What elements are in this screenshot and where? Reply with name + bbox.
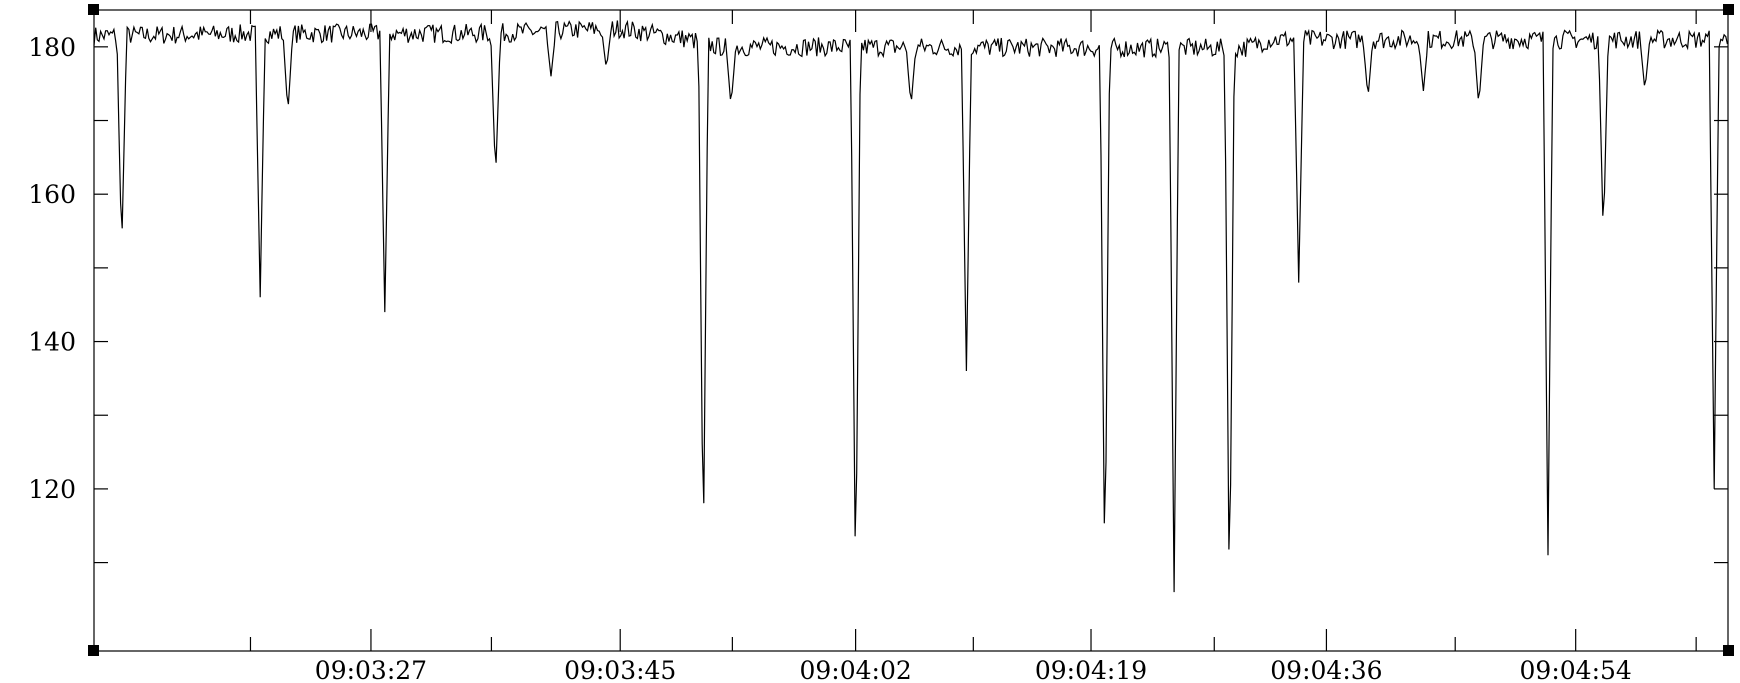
- x-axis: 09:03:27 09:03:45 09:04:02 09:04:19 09:04:36…: [249, 10, 1697, 683]
- y-axis: 120 140 160 180: [28, 33, 1728, 564]
- y-tick-label: 120: [28, 475, 76, 504]
- y-tick-label: 160: [28, 180, 76, 209]
- x-tick-label: 09:04:54: [1520, 656, 1632, 683]
- frame-corner-top-left: [88, 4, 99, 15]
- x-tick-label: 09:04:19: [1035, 656, 1147, 683]
- frame-corner-bottom-left: [88, 645, 99, 656]
- y-tick-label: 140: [28, 328, 76, 357]
- series-group: [93, 19, 1728, 593]
- plot-frame: [93, 9, 1729, 652]
- y-tick-label: 180: [28, 33, 76, 62]
- x-tick-label: 09:04:36: [1270, 656, 1382, 683]
- series-line: [93, 19, 1728, 593]
- x-tick-label: 09:04:02: [799, 656, 911, 683]
- frame-corner-top-right: [1723, 4, 1734, 15]
- x-tick-label: 09:03:27: [315, 656, 427, 683]
- x-tick-label: 09:03:45: [564, 656, 676, 683]
- frame-corner-bottom-right: [1723, 645, 1734, 656]
